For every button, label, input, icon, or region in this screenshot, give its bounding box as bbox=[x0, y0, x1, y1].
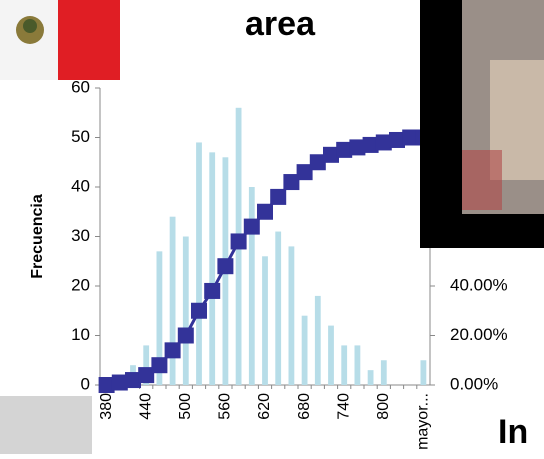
bar bbox=[328, 325, 334, 385]
line-marker bbox=[349, 139, 366, 156]
bar bbox=[380, 360, 387, 385]
line-marker bbox=[283, 174, 300, 191]
x-tick-label: 560 bbox=[217, 393, 234, 420]
line-marker bbox=[111, 374, 128, 391]
line-marker bbox=[98, 377, 115, 393]
line-marker bbox=[402, 129, 419, 146]
bar bbox=[143, 345, 150, 385]
bar bbox=[156, 251, 163, 385]
bar bbox=[182, 236, 189, 385]
y-tick-label: 40 bbox=[71, 176, 90, 195]
bar bbox=[196, 142, 202, 385]
line-marker bbox=[323, 146, 339, 163]
y-tick-label: 20 bbox=[71, 275, 90, 294]
bar bbox=[420, 360, 427, 385]
bar bbox=[209, 152, 216, 385]
y2-tick-label: 0.00% bbox=[450, 374, 498, 393]
line-marker bbox=[138, 367, 155, 384]
x-tick-label: 440 bbox=[137, 393, 154, 420]
y2-tick-label: 20.00% bbox=[450, 325, 508, 344]
line-marker bbox=[164, 342, 181, 359]
video-detail bbox=[462, 150, 502, 210]
y-tick-label: 60 bbox=[71, 77, 90, 96]
line-marker bbox=[125, 372, 141, 389]
flag-emblem-bird bbox=[23, 19, 37, 33]
overlay-text: In bbox=[498, 413, 528, 451]
texture-box bbox=[0, 396, 92, 454]
bar bbox=[275, 231, 282, 385]
y-axis-label: Frecuencia bbox=[29, 194, 46, 279]
y2-tick-label: 40.00% bbox=[450, 275, 508, 294]
bar bbox=[248, 187, 255, 385]
line-marker bbox=[204, 282, 221, 299]
line-marker bbox=[270, 188, 287, 205]
x-tick-label: 380 bbox=[98, 393, 115, 420]
x-tick-label: 680 bbox=[296, 393, 313, 420]
bar bbox=[314, 295, 321, 385]
flag-red bbox=[58, 0, 120, 80]
bar bbox=[288, 246, 295, 385]
y-tick-label: 50 bbox=[71, 127, 90, 146]
y-tick-label: 10 bbox=[71, 325, 90, 344]
x-tick-label: 740 bbox=[335, 393, 352, 420]
line-marker bbox=[151, 357, 168, 374]
bar bbox=[341, 345, 348, 385]
bar bbox=[301, 315, 308, 385]
line-marker bbox=[217, 258, 234, 275]
line-marker bbox=[230, 233, 247, 250]
y-tick-label: 30 bbox=[71, 226, 90, 245]
x-tick-label: 620 bbox=[256, 393, 273, 420]
bar bbox=[262, 256, 268, 385]
bar bbox=[367, 370, 374, 385]
x-tick-label: 800 bbox=[375, 393, 392, 420]
line-marker bbox=[362, 136, 379, 153]
y-tick-label: 0 bbox=[81, 374, 90, 393]
x-tick-label: 500 bbox=[177, 393, 194, 420]
bar bbox=[169, 216, 176, 385]
line-marker bbox=[243, 218, 260, 235]
x-tick-label: y mayor... bbox=[415, 393, 432, 454]
line-marker bbox=[336, 141, 353, 158]
line-marker bbox=[296, 164, 313, 181]
line-marker bbox=[375, 134, 392, 151]
chart-title: area bbox=[245, 5, 316, 43]
line-marker bbox=[177, 327, 194, 344]
line-marker bbox=[191, 302, 207, 319]
bar bbox=[354, 345, 361, 385]
line-marker bbox=[257, 203, 273, 220]
line-marker bbox=[309, 154, 326, 171]
line-marker bbox=[389, 131, 405, 148]
